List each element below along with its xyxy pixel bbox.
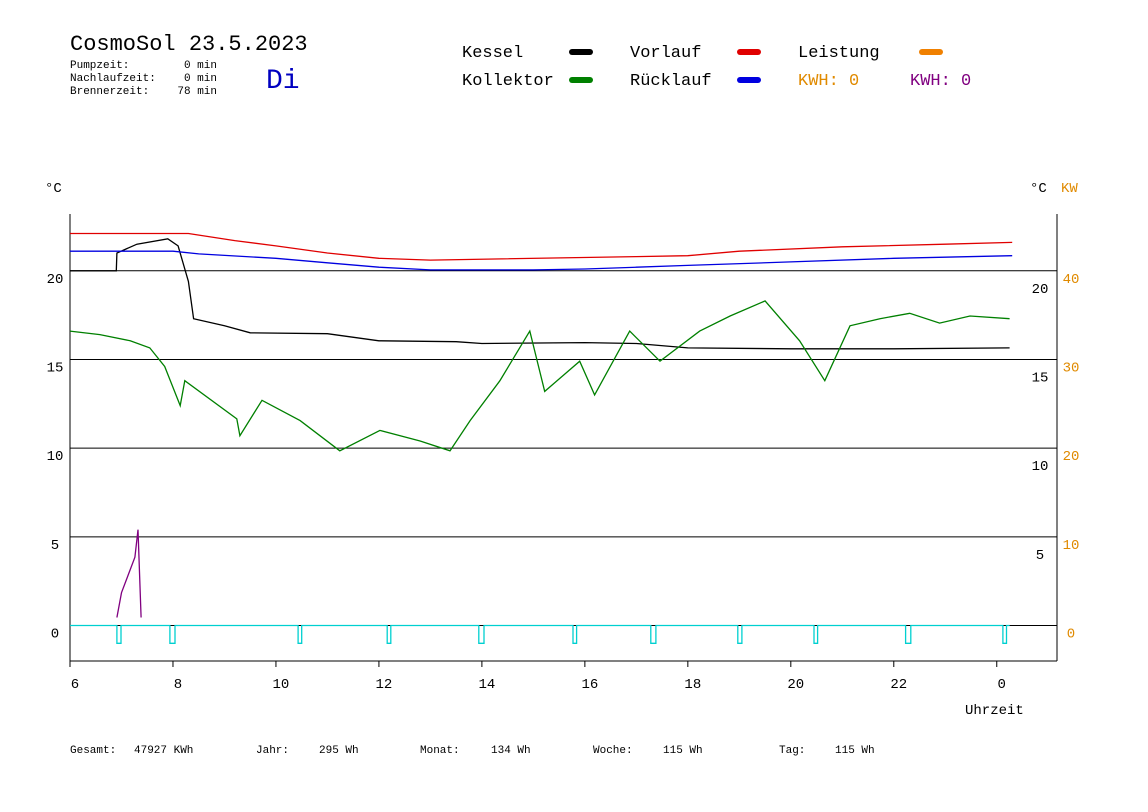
info-label: Brennerzeit: [70, 86, 149, 98]
info-value: 78 min [177, 86, 217, 98]
footer-label: Tag: [779, 745, 805, 757]
annotation: KWH: 0 [910, 72, 971, 91]
y-axis-label-right: °C [1030, 181, 1047, 197]
y-tick-label: 5 [51, 538, 59, 554]
series-line [69, 300, 1010, 452]
y2-tick-label: 20 [1063, 449, 1080, 465]
legend-label: Leistung [798, 44, 880, 63]
series-line [70, 232, 1013, 261]
info-value: 0 min [184, 60, 217, 72]
x-tick-label: 12 [376, 677, 393, 693]
footer-label: Woche: [593, 745, 633, 757]
footer-value: 47927 KWh [134, 745, 193, 757]
y2-tick-label: 40 [1063, 272, 1080, 288]
series-line [70, 624, 1010, 644]
x-tick-label: 6 [71, 677, 79, 693]
legend-label: Kessel [462, 44, 523, 63]
y-tick-label: 20 [47, 272, 64, 288]
y-tick-label-right: 5 [1036, 548, 1044, 564]
x-tick-label: 22 [890, 677, 907, 693]
x-tick-label: 18 [684, 677, 701, 693]
y-tick-label-right: 15 [1032, 370, 1049, 386]
footer-label: Gesamt: [70, 745, 116, 757]
footer-label: Jahr: [256, 745, 289, 757]
legend-label: Rücklauf [630, 72, 712, 91]
day-label: Di [266, 66, 300, 97]
annotation: KWH: 0 [798, 72, 859, 91]
y-tick-label-right: 20 [1032, 282, 1049, 298]
x-tick-label: 10 [273, 677, 290, 693]
x-tick-label: 16 [581, 677, 598, 693]
legend-label: Vorlauf [630, 44, 701, 63]
footer-value: 295 Wh [319, 745, 359, 757]
chart-title: CosmoSol 23.5.2023 [70, 32, 308, 57]
footer-value: 115 Wh [835, 745, 875, 757]
footer-label: Monat: [420, 745, 460, 757]
legend-label: Kollektor [462, 72, 554, 91]
info-label: Nachlaufzeit: [70, 73, 156, 85]
series-line [116, 529, 142, 618]
y2-tick-label: 30 [1063, 360, 1080, 376]
series-line [70, 250, 1013, 271]
x-tick-label: 0 [998, 677, 1006, 693]
y-axis-label: °C [45, 181, 62, 197]
y-tick-label: 0 [51, 627, 59, 643]
y2-tick-label: 10 [1063, 538, 1080, 554]
x-axis-label: Uhrzeit [965, 703, 1024, 719]
info-label: Pumpzeit: [70, 60, 129, 72]
y-tick-label-right: 10 [1032, 459, 1049, 475]
footer-value: 115 Wh [663, 745, 703, 757]
y2-tick-label: 0 [1067, 627, 1075, 643]
footer-value: 134 Wh [491, 745, 531, 757]
x-tick-label: 14 [478, 677, 495, 693]
series-line [70, 238, 1010, 350]
info-value: 0 min [184, 73, 217, 85]
y2-axis-label: KW [1061, 181, 1078, 197]
x-tick-label: 8 [174, 677, 182, 693]
x-tick-label: 20 [787, 677, 804, 693]
y-tick-label: 15 [47, 360, 64, 376]
y-tick-label: 10 [47, 449, 64, 465]
